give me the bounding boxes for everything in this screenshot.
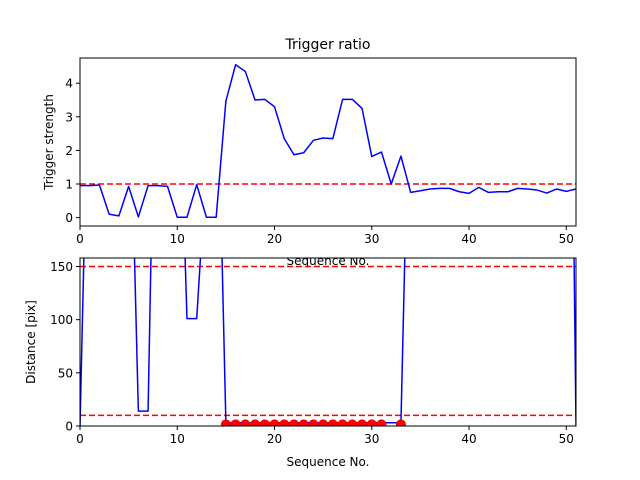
detection-marker — [318, 419, 329, 426]
y-tick-label: 0 — [65, 420, 73, 434]
x-tick-label: 40 — [461, 432, 476, 446]
detection-marker — [230, 419, 241, 426]
x-tick-label: 10 — [170, 432, 185, 446]
x-tick-label: 30 — [364, 232, 379, 246]
detection-marker — [337, 419, 348, 426]
x-tick-label: 0 — [76, 432, 84, 446]
series-line-bottom-0-2 — [184, 258, 202, 320]
x-tick-label: 20 — [267, 232, 282, 246]
y-axis-title-top: Trigger strength — [42, 94, 56, 191]
axes-frame-top — [79, 57, 577, 227]
x-tick-label: 40 — [461, 232, 476, 246]
y-tick-label: 1 — [65, 178, 73, 192]
x-axis-top: 0 10 20 30 40 50 — [76, 226, 574, 246]
detection-marker — [240, 419, 251, 426]
chart-title: Trigger ratio — [284, 37, 370, 53]
detection-marker — [250, 419, 261, 426]
x-axis-bottom: 0 10 20 30 40 50 — [76, 426, 574, 446]
axes-frame-bottom — [79, 257, 577, 427]
y-tick-label: 150 — [50, 260, 73, 274]
x-tick-label: 50 — [559, 232, 574, 246]
panel-gap-mask — [0, 244, 640, 258]
y-axis-title-bottom: Distance [pix] — [24, 300, 38, 384]
chart-panel-distance: 0 10 20 30 40 50 0 50 100 150 Sequence No. Dista… — [0, 244, 640, 469]
detection-marker — [279, 419, 290, 426]
detection-marker — [347, 419, 358, 426]
x-tick-label: 20 — [267, 432, 282, 446]
plot-area-bottom — [80, 258, 576, 426]
x-tick-label: 30 — [364, 432, 379, 446]
y-tick-label: 2 — [65, 144, 73, 158]
y-tick-label: 100 — [50, 313, 73, 327]
detection-marker — [220, 419, 231, 426]
x-tick-label: 10 — [170, 232, 185, 246]
plot-area-top — [80, 63, 576, 219]
y-tick-label: 3 — [65, 110, 73, 124]
y-tick-label: 50 — [58, 366, 73, 380]
detection-marker — [366, 419, 377, 426]
detection-marker — [357, 419, 368, 426]
detection-marker — [269, 419, 280, 426]
detection-marker — [376, 419, 387, 426]
series-line-bottom-0-0 — [80, 258, 85, 426]
detection-marker — [259, 419, 270, 426]
detection-marker — [395, 419, 406, 426]
x-tick-label: 50 — [559, 432, 574, 446]
y-axis-top: 0 1 2 3 4 — [65, 77, 80, 225]
y-axis-bottom: 0 50 100 150 — [50, 260, 80, 434]
series-line-top-0-0 — [80, 63, 576, 219]
detection-marker — [288, 419, 299, 426]
x-tick-label: 0 — [76, 232, 84, 246]
y-tick-label: 0 — [65, 211, 73, 225]
x-axis-title-bottom: Sequence No. — [287, 455, 370, 469]
detection-marker — [298, 419, 309, 426]
detection-marker — [308, 419, 319, 426]
series-line-bottom-0-1 — [133, 258, 152, 412]
y-tick-label: 4 — [65, 77, 73, 91]
detection-marker — [327, 419, 338, 426]
